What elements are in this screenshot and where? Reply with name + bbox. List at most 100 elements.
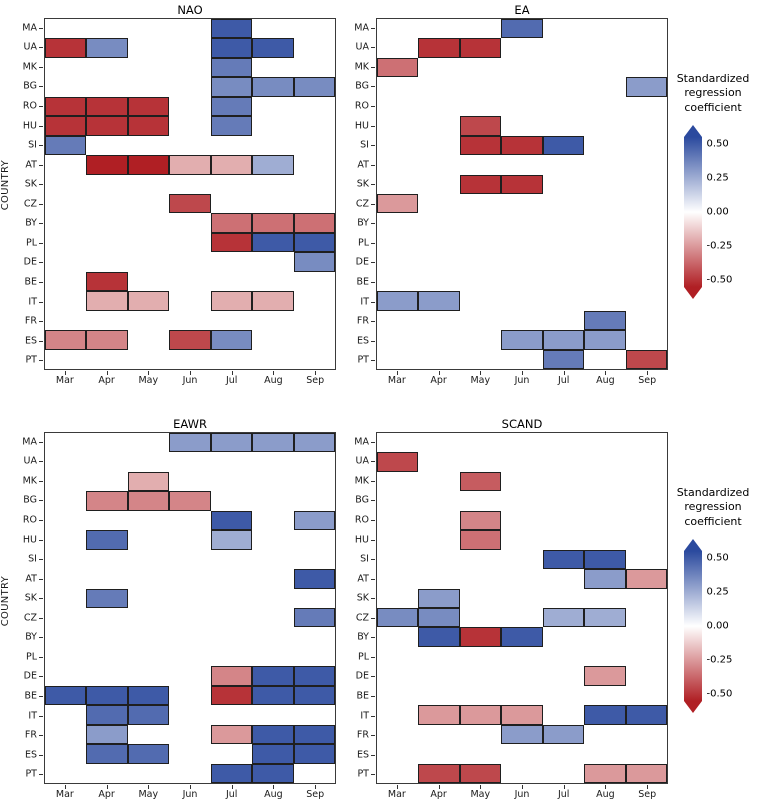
heatmap-plot	[44, 432, 336, 784]
heatmap-cell	[542, 349, 585, 369]
heatmap-cell	[625, 349, 667, 369]
y-tick-icon	[39, 696, 43, 697]
y-tick-label: UA	[23, 41, 37, 53]
heatmap-cell	[293, 744, 335, 764]
y-tick-label: FR	[356, 729, 369, 741]
y-tick-label: BE	[24, 690, 37, 702]
legend-arrow-up-icon	[683, 124, 702, 137]
heatmap-cell	[169, 330, 211, 350]
y-tick-icon	[39, 598, 43, 600]
x-tick-icon	[647, 785, 649, 789]
y-tick-icon	[39, 321, 43, 323]
x-tick-icon	[64, 371, 66, 375]
panel-ea: EA MA UA MK BG RO HU SI AT SK CZ BY PL DE BE IT FR ES PT …	[342, 2, 668, 390]
panel-title: SCAND	[501, 417, 543, 431]
x-tick-label: Aug	[596, 375, 615, 386]
heatmap-cell	[542, 330, 585, 350]
y-tick-icon	[39, 262, 43, 264]
heatmap-cell	[418, 763, 460, 783]
y-tick-icon	[39, 676, 43, 678]
y-tick-label: MK	[22, 61, 37, 73]
heatmap-cell	[86, 271, 128, 292]
legend-title: Standardized regression coefficient	[676, 72, 750, 114]
y-tick-icon	[371, 754, 375, 756]
legend-tick-label: -0.25	[706, 654, 733, 666]
y-tick-label: AT	[357, 158, 369, 170]
heatmap-cell	[377, 291, 419, 311]
x-tick-icon	[315, 785, 317, 789]
y-tick-icon	[39, 106, 43, 107]
y-tick-icon	[39, 184, 43, 186]
heatmap-cell	[252, 433, 294, 453]
heatmap-cell	[293, 608, 335, 628]
y-tick-label: UA	[355, 455, 369, 467]
x-tick-icon	[273, 371, 275, 375]
heatmap-plot	[376, 18, 668, 370]
y-tick-label: SI	[28, 553, 37, 565]
heatmap-cell	[252, 77, 294, 97]
y-tick-icon	[371, 735, 375, 737]
x-tick-label: May	[138, 375, 159, 386]
x-tick-label: May	[470, 375, 491, 386]
y-tick-label: BY	[25, 631, 37, 643]
x-tick-icon	[231, 785, 233, 789]
y-tick-icon	[39, 520, 43, 521]
heatmap-cell	[459, 627, 502, 647]
y-tick-label: BG	[23, 80, 37, 92]
legend-arrow-down-icon	[683, 286, 702, 299]
y-tick-icon	[39, 301, 43, 303]
y-tick-label: SI	[28, 139, 37, 151]
y-tick-label: IT	[28, 295, 37, 307]
legend-ticks: 0.50 0.25 0.00 -0.25 -0.50	[707, 551, 743, 701]
y-axis: MA UA MK BG RO HU SI AT SK CZ BY PL DE BE IT FR ES PT	[342, 18, 376, 370]
heatmap-plot	[44, 18, 336, 370]
legend-tick-label: -0.50	[706, 688, 733, 700]
x-tick-icon	[480, 371, 482, 375]
y-tick-icon	[371, 676, 375, 678]
y-tick-label: UA	[23, 455, 37, 467]
heatmap-cell	[86, 724, 128, 745]
y-tick-label: MA	[22, 436, 37, 448]
y-tick-icon	[39, 735, 43, 737]
heatmap-cell	[86, 744, 128, 764]
panel-body: MA UA MK BG RO HU SI AT SK CZ BY PL DE BE IT FR ES PT	[342, 432, 668, 784]
heatmap-plot	[376, 432, 668, 784]
x-tick-icon	[522, 371, 523, 375]
legend-tick-label: 0.50	[706, 552, 729, 564]
heatmap-cell	[459, 510, 502, 531]
y-tick-label: SI	[360, 139, 369, 151]
y-tick-icon	[371, 301, 375, 303]
y-tick-icon	[39, 340, 43, 342]
heatmap-cell	[252, 213, 294, 233]
x-tick-label: Sep	[306, 789, 325, 800]
y-tick-label: SK	[24, 592, 37, 604]
x-axis: Mar Apr May Jun Jul Aug Sep	[44, 784, 336, 804]
y-tick-label: BG	[355, 494, 369, 506]
legend-tick-label: 0.00	[706, 620, 729, 632]
heatmap-cell	[210, 57, 253, 78]
x-tick-label: Jun	[514, 789, 530, 800]
y-tick-label: UA	[355, 41, 369, 53]
panel-title: NAO	[177, 3, 203, 17]
heatmap-cell	[210, 77, 253, 97]
heatmap-cell	[127, 96, 170, 117]
y-tick-label: ES	[24, 748, 37, 760]
heatmap-cell	[252, 155, 294, 175]
y-tick-label: BE	[356, 276, 369, 288]
x-tick-icon	[396, 785, 398, 789]
y-tick-icon	[39, 559, 43, 561]
y-tick-label: CZ	[23, 198, 37, 210]
y-tick-label: IT	[28, 709, 37, 721]
heatmap-cell	[86, 155, 128, 175]
heatmap-cell	[45, 135, 87, 156]
heatmap-cell	[86, 96, 128, 117]
y-tick-icon	[39, 754, 43, 756]
x-tick-label: Aug	[596, 789, 615, 800]
y-tick-label: RO	[354, 100, 369, 112]
y-tick-label: ES	[24, 334, 37, 346]
x-tick-label: Jul	[557, 375, 570, 386]
heatmap-cell	[210, 666, 253, 686]
y-tick-label: MA	[22, 22, 37, 34]
heatmap-cell	[210, 291, 253, 311]
heatmap-cell	[210, 38, 253, 58]
